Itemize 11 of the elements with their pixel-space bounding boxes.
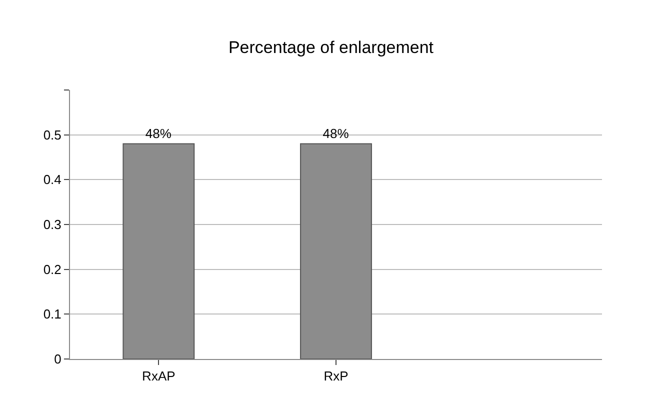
x-tick-label: RxP (324, 368, 348, 384)
y-tick-label: 0.3 (43, 217, 62, 232)
y-tick-label: 0.4 (43, 172, 62, 188)
data-label: 48% (322, 126, 350, 141)
x-tick-label: RxAP (142, 368, 176, 384)
data-label: 48% (145, 126, 172, 141)
chart-title: Percentage of enlargement (228, 38, 434, 57)
y-tick-label: 0.5 (43, 127, 62, 142)
y-tick-label: 0.1 (43, 306, 62, 322)
y-tick-label: 0.2 (43, 262, 62, 277)
y-tick-label: 0 (54, 352, 62, 367)
